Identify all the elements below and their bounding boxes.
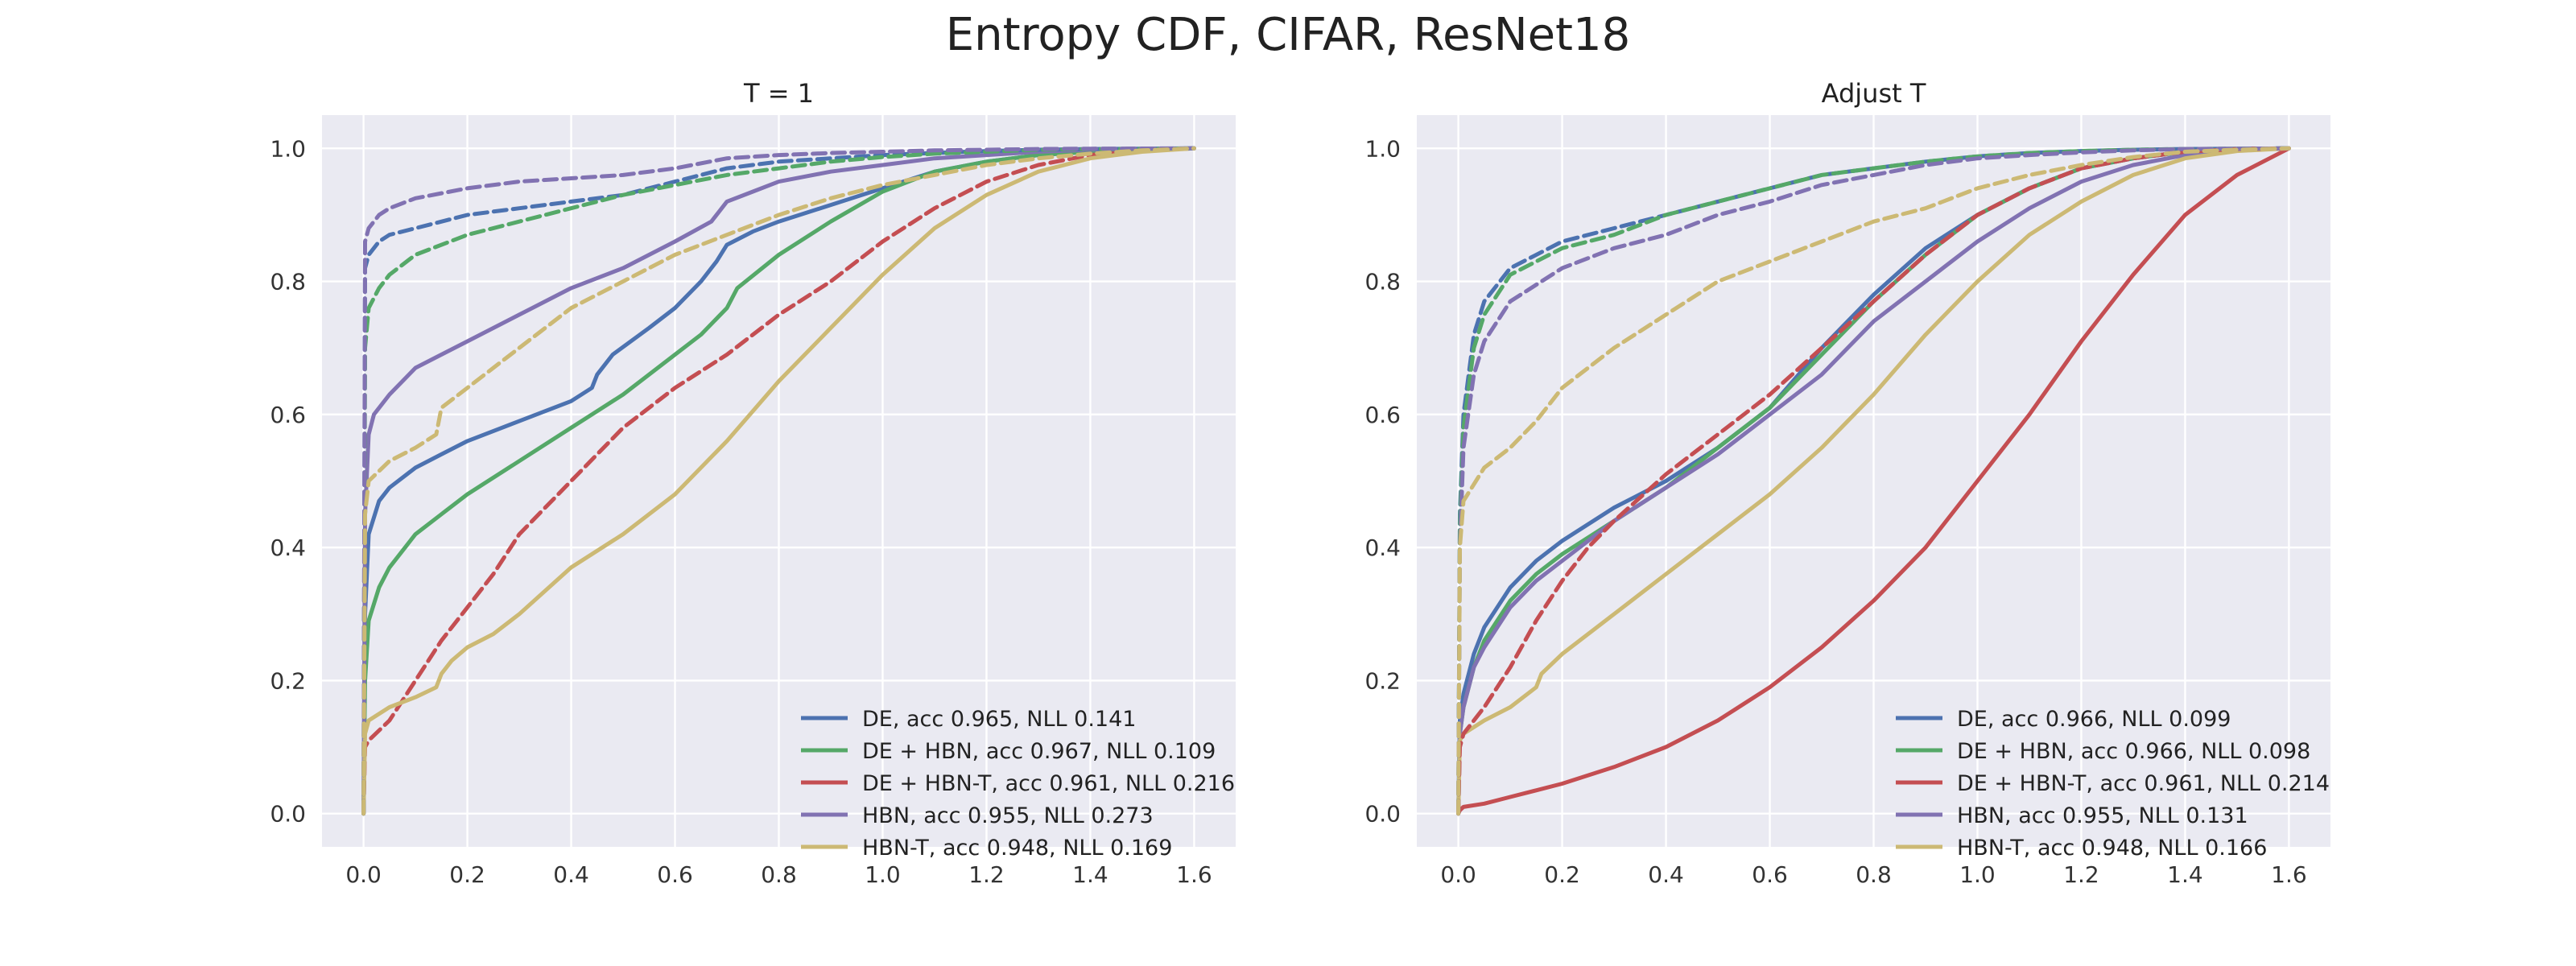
legend-label: DE + HBN, acc 0.966, NLL 0.098 <box>1957 739 2310 764</box>
x-tick-label: 0.6 <box>657 861 693 888</box>
x-tick-label: 0.4 <box>553 861 589 888</box>
x-tick-label: 1.0 <box>865 861 901 888</box>
x-tick-label: 1.6 <box>2271 861 2307 888</box>
panel-t1: 0.0 0.2 0.4 0.6 0.8 1.0 1.2 1.4 1.6 0.0 0.2 0.4 0.6 0… <box>270 78 1236 888</box>
y-tick-label: 0.2 <box>1364 667 1401 694</box>
legend-label: DE + HBN-T, acc 0.961, NLL 0.214 <box>1957 771 2330 796</box>
series-line-hbn-t <box>1456 146 2291 816</box>
y-tick-label: 1.0 <box>270 135 306 162</box>
legend-label: HBN, acc 0.955, NLL 0.131 <box>1957 803 2248 828</box>
series-line-hbn-t-adjusted- <box>1456 146 2291 816</box>
series-line-de-hbn-t-adjusted- <box>1456 146 2291 816</box>
x-tick-label: 0.0 <box>1440 861 1476 888</box>
x-tick-label: 0.2 <box>449 861 485 888</box>
y-tick-label: 0.6 <box>1364 402 1401 428</box>
x-tick-label: 1.2 <box>2063 861 2099 888</box>
y-tick-label: 0.8 <box>270 269 306 295</box>
series-line-hbn-adjusted- <box>1456 146 2291 816</box>
y-tick-label: 0.2 <box>270 667 306 694</box>
x-tick-label: 0.6 <box>1752 861 1788 888</box>
x-tick-label: 0.0 <box>345 861 382 888</box>
legend-label: DE + HBN-T, acc 0.961, NLL 0.216 <box>862 771 1235 796</box>
x-tick-label: 0.8 <box>761 861 797 888</box>
y-tick-label: 1.0 <box>1364 135 1401 162</box>
y-tick-label: 0.4 <box>1364 535 1401 561</box>
series-line-hbn <box>1456 146 2291 816</box>
series-line-hbn-t-adjusted- <box>361 146 1196 816</box>
series-line-hbn-adjusted- <box>361 146 1196 816</box>
x-tick-label: 0.8 <box>1856 861 1892 888</box>
series-line-hbn-t <box>361 146 1196 816</box>
series-line-de-hbn <box>361 146 1196 816</box>
series-line-de-hbn-t <box>1456 146 2291 816</box>
x-tick-label: 1.4 <box>2167 861 2203 888</box>
legend-label: DE + HBN, acc 0.967, NLL 0.109 <box>862 739 1216 764</box>
series-line-hbn <box>361 146 1196 816</box>
panel-title: T = 1 <box>743 78 814 109</box>
x-tick-label: 1.0 <box>1959 861 1996 888</box>
y-tick-label: 0.8 <box>1364 269 1401 295</box>
y-tick-label: 0.6 <box>270 402 306 428</box>
y-tick-label: 0.0 <box>1364 801 1401 828</box>
legend-label: HBN-T, acc 0.948, NLL 0.169 <box>862 836 1172 861</box>
legend-label: HBN-T, acc 0.948, NLL 0.166 <box>1957 836 2267 861</box>
legend-label: DE, acc 0.966, NLL 0.099 <box>1957 707 2231 732</box>
series-line-de-hbn-adjusted- <box>361 146 1196 816</box>
figure-title: Entropy CDF, CIFAR, ResNet18 <box>946 9 1631 61</box>
panel-title: Adjust T <box>1822 78 1926 109</box>
y-tick-label: 0.4 <box>270 535 306 561</box>
panel-adjust-t: 0.0 0.2 0.4 0.6 0.8 1.0 1.2 1.4 1.6 0.0 0.2 0.4 0.6 0… <box>1364 78 2330 888</box>
legend-label: DE, acc 0.965, NLL 0.141 <box>862 707 1136 732</box>
x-tick-label: 0.4 <box>1648 861 1684 888</box>
legend-label: HBN, acc 0.955, NLL 0.273 <box>862 803 1154 828</box>
x-tick-label: 0.2 <box>1544 861 1580 888</box>
x-tick-label: 1.6 <box>1176 861 1212 888</box>
y-tick-label: 0.0 <box>270 801 306 828</box>
x-tick-label: 1.2 <box>968 861 1005 888</box>
x-tick-label: 1.4 <box>1072 861 1108 888</box>
